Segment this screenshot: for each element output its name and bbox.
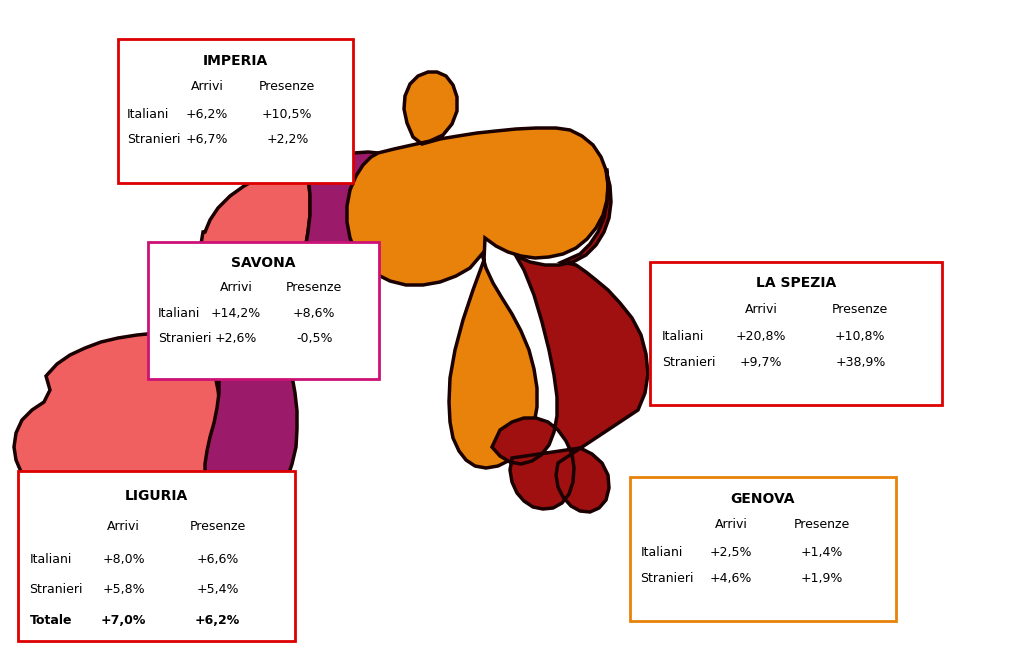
Polygon shape — [492, 170, 648, 512]
Text: +6,6%: +6,6% — [197, 553, 239, 566]
Bar — [118, 39, 353, 183]
Text: Presenze: Presenze — [287, 281, 342, 294]
Text: +7,0%: +7,0% — [100, 614, 146, 627]
Text: +38,9%: +38,9% — [836, 356, 886, 369]
Text: +10,8%: +10,8% — [836, 330, 886, 343]
Text: Arrivi: Arrivi — [219, 281, 253, 294]
Text: +6,2%: +6,2% — [195, 614, 240, 627]
Text: Stranieri: Stranieri — [127, 133, 180, 146]
Text: Arrivi: Arrivi — [108, 521, 140, 534]
Text: Italiani: Italiani — [662, 330, 705, 343]
Text: Presenze: Presenze — [189, 521, 246, 534]
Polygon shape — [14, 160, 310, 534]
Polygon shape — [205, 152, 389, 518]
Text: +6,7%: +6,7% — [186, 133, 228, 146]
Bar — [18, 471, 295, 641]
Text: +5,4%: +5,4% — [197, 583, 239, 596]
Text: Italiani: Italiani — [158, 307, 200, 320]
Bar — [630, 477, 896, 621]
Text: Presenze: Presenze — [833, 303, 889, 316]
Text: Stranieri: Stranieri — [30, 583, 83, 596]
Text: +9,7%: +9,7% — [740, 356, 782, 369]
Text: LIGURIA: LIGURIA — [125, 489, 188, 504]
Text: Arrivi: Arrivi — [744, 303, 777, 316]
Text: Italiani: Italiani — [30, 553, 72, 566]
Text: Stranieri: Stranieri — [640, 572, 694, 585]
Text: Italiani: Italiani — [127, 107, 170, 120]
Text: Arrivi: Arrivi — [715, 519, 748, 532]
Text: GENOVA: GENOVA — [731, 492, 795, 506]
Text: +2,5%: +2,5% — [710, 545, 753, 559]
Text: +20,8%: +20,8% — [736, 330, 786, 343]
Text: Stranieri: Stranieri — [662, 356, 716, 369]
Text: Totale: Totale — [30, 614, 72, 627]
Bar — [148, 242, 379, 379]
Text: +2,2%: +2,2% — [266, 133, 308, 146]
Text: +1,4%: +1,4% — [801, 545, 843, 559]
Text: +1,9%: +1,9% — [801, 572, 843, 585]
Text: +5,8%: +5,8% — [102, 583, 144, 596]
Text: Italiani: Italiani — [640, 545, 683, 559]
Bar — [650, 262, 942, 405]
Text: Arrivi: Arrivi — [190, 80, 223, 94]
Text: +8,6%: +8,6% — [293, 307, 336, 320]
Text: +6,2%: +6,2% — [186, 107, 228, 120]
Text: Presenze: Presenze — [259, 80, 315, 94]
Text: +2,6%: +2,6% — [215, 332, 257, 345]
Text: SAVONA: SAVONA — [231, 256, 296, 269]
Text: LA SPEZIA: LA SPEZIA — [756, 276, 837, 290]
Text: +10,5%: +10,5% — [262, 107, 312, 120]
Text: +4,6%: +4,6% — [710, 572, 752, 585]
Text: +14,2%: +14,2% — [211, 307, 261, 320]
Text: -0,5%: -0,5% — [296, 332, 333, 345]
Text: Presenze: Presenze — [794, 519, 850, 532]
Text: +8,0%: +8,0% — [102, 553, 144, 566]
Polygon shape — [347, 72, 608, 468]
Text: Stranieri: Stranieri — [158, 332, 211, 345]
Text: IMPERIA: IMPERIA — [203, 54, 268, 68]
